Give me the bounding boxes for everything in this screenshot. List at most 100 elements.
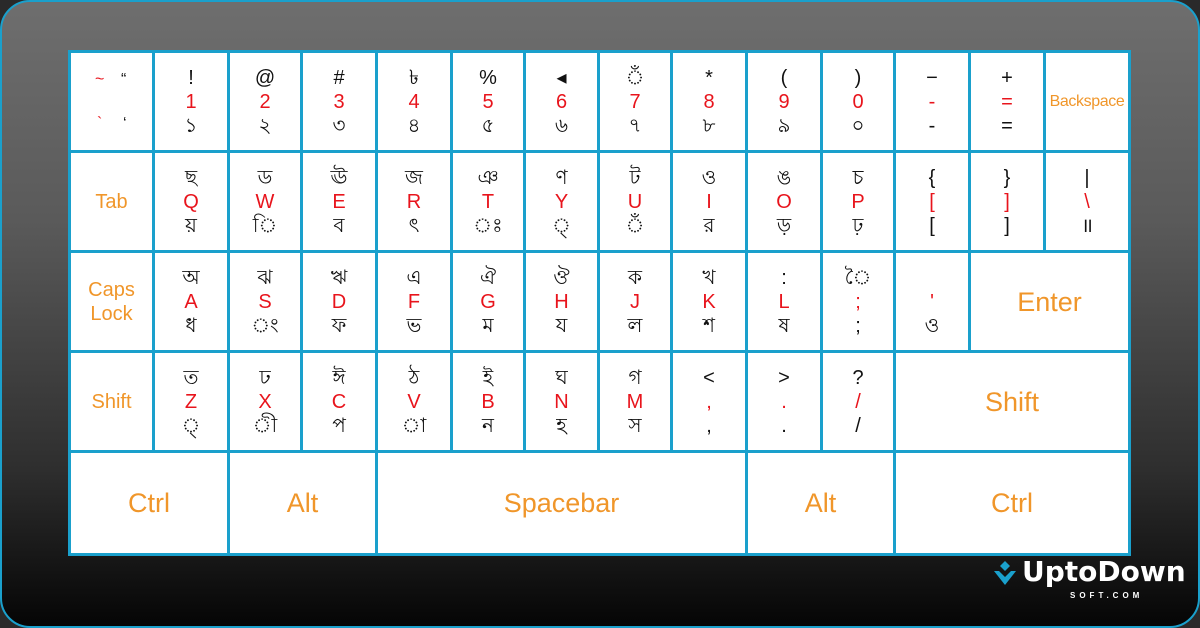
key-4[interactable]: ৳ 4 ৪ [375,50,453,153]
key-tilde[interactable]: ~ “ ` ‘ [68,50,155,153]
key-english-char: 6 [555,90,568,113]
key-2[interactable]: @2 ২ [227,50,303,153]
key-spacebar[interactable]: Spacebar [375,450,748,556]
key-7[interactable]: ঁ 7 ৭ [597,50,673,153]
key-0[interactable]: ) 0 ০ [820,50,896,153]
key-comma[interactable]: <,, [670,350,748,453]
key-o[interactable]: ঙ O ড় [745,150,823,253]
key-bangla-char: র [703,214,715,237]
key-english-char: Q [183,190,199,213]
key-u[interactable]: ট Uঁ [597,150,673,253]
key-period[interactable]: >.. [745,350,823,453]
key-1[interactable]: ! 1 ১ [152,50,230,153]
key-t[interactable]: ঞ Tঃ [450,150,526,253]
key-english-char: 9 [778,90,790,113]
key-english-char: 0 [852,90,864,113]
key-x[interactable]: ঢ Xী [227,350,303,453]
key-english-char: X [258,390,272,413]
key-shift-bangla-char: অ [182,266,200,289]
key-bangla-char: ফ [331,314,347,337]
key-shift-bangla-char: ( [780,66,788,89]
key-lalt[interactable]: Alt [227,450,378,556]
key-english-char: 7 [629,90,641,113]
key-bangla-char: ভ [406,314,422,337]
key-p[interactable]: চ P ঢ় [820,150,896,253]
key-label: Spacebar [503,488,620,518]
key-rctrl[interactable]: Ctrl [893,450,1131,556]
key-english-char: K [702,290,716,313]
key-z[interactable]: ত Z্ [152,350,230,453]
key-label: Backspace [1049,92,1125,110]
key-bangla-char: ঃ [473,214,503,237]
key-lctrl[interactable]: Ctrl [68,450,230,556]
key-rshift[interactable]: Shift [893,350,1131,453]
key-ralt[interactable]: Alt [745,450,896,556]
key-english-char: G [480,290,496,313]
key-enter[interactable]: Enter [968,250,1131,353]
key-q[interactable]: ছ Q য় [152,150,230,253]
key-english-char: 2 [259,90,271,113]
key-lshift[interactable]: Shift [68,350,155,453]
key-3[interactable]: #3 ৩ [300,50,378,153]
key-shift-bangla-char: ণ [555,166,568,189]
key-y[interactable]: ণ Y্ [523,150,600,253]
key-bangla-char: [ [929,214,935,237]
key-bangla-char: ৫ [481,114,495,137]
key-english-char: H [554,290,569,313]
key-lbracket[interactable]: {[[ [893,150,971,253]
key-capslock[interactable]: Caps Lock [68,250,155,353]
download-arrow-icon [994,561,1016,585]
key-shift-bangla-char: } [1003,166,1011,189]
key-english-char: = [1001,90,1013,113]
key-equals[interactable]: + = = [968,50,1046,153]
key-quote[interactable]: ' ও [893,250,971,353]
key-w[interactable]: ড Wি [227,150,303,253]
key-minus[interactable]: − - - [893,50,971,153]
key-backspace[interactable]: Backspace [1043,50,1131,153]
key-bangla-char: ন [482,414,494,437]
key-bangla-char: ং [251,314,279,337]
key-rbracket[interactable]: }]] [968,150,1046,253]
key-base-char-red: ` [97,115,103,132]
key-english-char: W [255,190,275,213]
key-5[interactable]: % 5 ৫ [450,50,526,153]
key-bangla-char: ॥ [1081,214,1093,237]
key-shift-bangla-char: ঈ [332,366,346,389]
key-9[interactable]: (9 ৯ [745,50,823,153]
key-bangla-char: ল [627,314,643,337]
key-6[interactable]: ◂ 6 ৬ [523,50,600,153]
key-tab[interactable]: Tab [68,150,155,253]
key-english-char: F [407,290,421,313]
key-english-char: N [554,390,569,413]
key-shift-bangla-char: ঝ [257,266,273,289]
key-bangla-char: ২ [258,114,272,137]
key-bangla-char: স [628,414,642,437]
key-v[interactable]: ঠ Vা [375,350,453,453]
key-shift-bangla-char: খ [702,266,716,289]
key-slash[interactable]: ? / / [820,350,896,453]
key-8[interactable]: * 8 ৮ [670,50,748,153]
key-english-char: ; [855,290,861,313]
key-semicolon[interactable]: ৈ;; [820,250,896,353]
key-english-char: ' [930,290,934,313]
key-backslash[interactable]: | \ ॥ [1043,150,1131,253]
key-shift-bangla-char: * [705,66,713,89]
key-english-char: , [706,390,712,413]
key-shift-bangla-char: ঐ [479,266,497,289]
key-s[interactable]: ঝ Sং [227,250,303,353]
